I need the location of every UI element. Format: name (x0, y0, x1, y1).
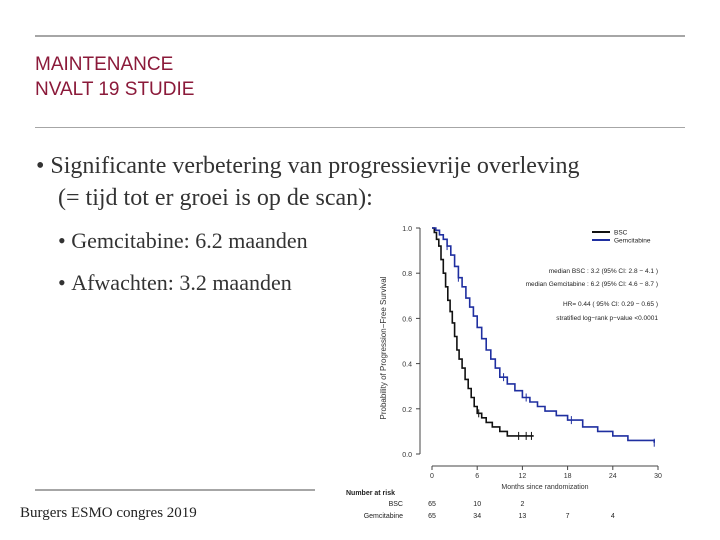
x-tick-label: 0 (430, 473, 434, 480)
at-risk-value: 4 (611, 513, 615, 520)
annotation-0: median BSC : 3.2 (95% CI: 2.8 − 4.1 ) (549, 268, 658, 275)
title-line-2: NVALT 19 STUDIE (35, 79, 195, 100)
bullet-2-text: Gemcitabine: 6.2 maanden (71, 228, 308, 253)
at-risk-title: Number at risk (346, 490, 395, 497)
y-tick-label: 1.0 (402, 226, 412, 233)
x-tick-label: 18 (564, 473, 572, 480)
title-line-1: MAINTENANCE (35, 54, 174, 75)
y-tick-label: 0.0 (402, 452, 412, 459)
slide-title: MAINTENANCE NVALT 19 STUDIE (35, 52, 194, 102)
series-line-1 (432, 227, 655, 443)
y-tick-label: 0.2 (402, 407, 412, 414)
bullet-2: • Gemcitabine: 6.2 maanden (58, 228, 308, 253)
bullet-1: • Significante verbetering van progressi… (36, 153, 580, 179)
axes: 0.0 0.2 0.4 0.6 0.8 1.0 0 6 12 18 24 30 (402, 226, 662, 480)
top-rule (35, 35, 685, 37)
bullet-1-continuation: (= tijd tot er groei is op de scan): (58, 185, 373, 211)
y-axis-label: Probability of Progression−Free Survival (379, 276, 388, 419)
at-risk-value: 65 (428, 501, 436, 508)
x-tick-label: 6 (475, 473, 479, 480)
bullet-3-text: Afwachten: 3.2 maanden (71, 270, 292, 295)
title-divider (35, 127, 685, 128)
y-tick-label: 0.4 (402, 362, 412, 369)
y-tick-label: 0.8 (402, 271, 412, 278)
footer-rule (35, 489, 315, 491)
at-risk-row-name: Gemcitabine (364, 513, 403, 520)
curves (432, 227, 655, 447)
at-risk-value: 10 (473, 501, 481, 508)
annotation-1: median Gemcitabine : 6.2 (95% CI: 4.6 − … (526, 281, 658, 288)
y-tick-label: 0.6 (402, 316, 412, 323)
legend-label-1: Gemcitabine (614, 238, 651, 245)
bullet-1-text: Significante verbetering van progressiev… (50, 153, 580, 179)
x-tick-label: 12 (519, 473, 527, 480)
at-risk-value: 13 (519, 513, 527, 520)
at-risk-table: Number at risk BSC 65 10 2 Gemcitabine 65 34 13 7… (346, 490, 615, 520)
x-axis-label: Months since randomization (501, 484, 588, 491)
bullet-3: • Afwachten: 3.2 maanden (58, 270, 292, 295)
footer-citation: Burgers ESMO congres 2019 (20, 505, 197, 521)
series-line-0 (432, 227, 534, 437)
x-tick-label: 30 (654, 473, 662, 480)
at-risk-value: 65 (428, 513, 436, 520)
x-tick-label: 24 (609, 473, 617, 480)
annotation-3: stratified log−rank p−value <0.0001 (556, 315, 658, 322)
legend-label-0: BSC (614, 230, 628, 237)
at-risk-value: 2 (520, 501, 524, 508)
annotation-2: HR= 0.44 ( 95% CI: 0.29 − 0.65 ) (563, 301, 658, 308)
at-risk-row-name: BSC (389, 501, 403, 508)
at-risk-value: 34 (473, 513, 481, 520)
at-risk-value: 7 (566, 513, 570, 520)
annotations: median BSC : 3.2 (95% CI: 2.8 − 4.1 ) med… (526, 268, 659, 322)
chart-background (382, 210, 682, 525)
